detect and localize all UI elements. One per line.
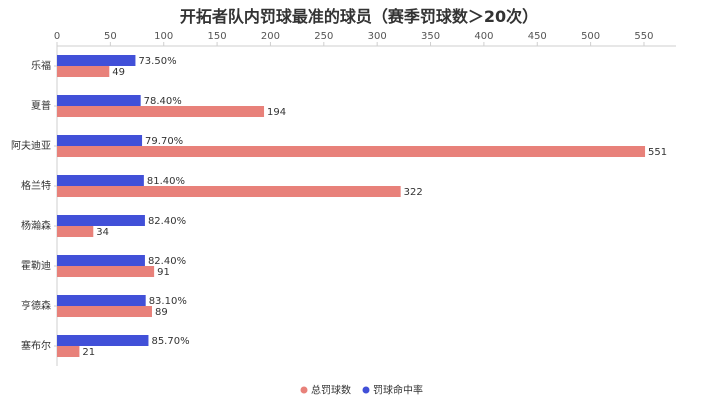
- bar-free-throw-pct: [57, 295, 146, 306]
- category-label: 塞布尔: [21, 339, 51, 352]
- bar-total-free-throws: [57, 226, 94, 237]
- x-tick-label: 50: [104, 31, 117, 42]
- x-tick-label: 550: [634, 31, 653, 42]
- legend-label: 罚球命中率: [373, 384, 423, 397]
- bar-total-free-throws: [57, 266, 155, 277]
- chart-title: 开拓者队内罚球最准的球员（赛季罚球数＞20次）: [180, 7, 538, 26]
- data-label-total-free-throws: 34: [96, 227, 109, 238]
- bar-total-free-throws: [57, 186, 401, 197]
- data-label-total-free-throws: 21: [82, 347, 95, 358]
- data-label-free-throw-pct: 81.40%: [147, 176, 185, 187]
- legend-marker-icon: [362, 386, 370, 394]
- legend-item[interactable]: 总罚球数: [300, 384, 352, 397]
- x-tick-label: 150: [208, 31, 227, 42]
- legend[interactable]: 总罚球数 罚球命中率: [300, 384, 424, 397]
- legend-item[interactable]: 罚球命中率: [362, 384, 424, 397]
- category-label: 杨瀚森: [21, 219, 51, 232]
- data-label-free-throw-pct: 79.70%: [145, 136, 183, 147]
- category-label: 霍勒迪: [21, 259, 51, 272]
- bar-total-free-throws: [57, 66, 110, 77]
- data-label-total-free-throws: 49: [112, 67, 125, 78]
- bar-free-throw-pct: [57, 95, 141, 106]
- axes: 0 50 100 150 200 250 300 350 400 450 500 550 乐福夏普阿夫迪…: [11, 31, 676, 366]
- category-label: 亨德森: [21, 299, 51, 312]
- bars: 73.50% 49 78.40% 194 79.70% 551 81.40% 322 82.40…: [57, 55, 667, 358]
- data-label-free-throw-pct: 78.40%: [144, 96, 182, 107]
- x-tick-label: 0: [54, 31, 60, 42]
- bar-free-throw-pct: [57, 255, 145, 266]
- bar-free-throw-pct: [57, 215, 145, 226]
- data-label-free-throw-pct: 82.40%: [148, 256, 186, 267]
- bar-free-throw-pct: [57, 55, 136, 66]
- x-tick-label: 300: [368, 31, 387, 42]
- category-label: 乐福: [31, 59, 51, 72]
- x-tick-label: 200: [261, 31, 280, 42]
- data-label-free-throw-pct: 85.70%: [151, 336, 189, 347]
- data-label-total-free-throws: 551: [648, 147, 667, 158]
- data-label-total-free-throws: 89: [155, 307, 168, 318]
- x-tick-label: 100: [154, 31, 173, 42]
- category-label: 夏普: [31, 99, 51, 112]
- x-tick-label: 250: [314, 31, 333, 42]
- bar-total-free-throws: [57, 106, 265, 117]
- data-label-total-free-throws: 91: [157, 267, 170, 278]
- data-label-total-free-throws: 194: [267, 107, 286, 118]
- bar-total-free-throws: [57, 346, 80, 357]
- legend-label: 总罚球数: [311, 384, 351, 397]
- bar-free-throw-pct: [57, 335, 149, 346]
- x-tick-label: 350: [421, 31, 440, 42]
- bar-free-throw-pct: [57, 175, 144, 186]
- legend-marker-icon: [300, 386, 308, 394]
- data-label-free-throw-pct: 83.10%: [149, 296, 187, 307]
- data-label-free-throw-pct: 82.40%: [148, 216, 186, 227]
- bar-total-free-throws: [57, 306, 152, 317]
- data-label-total-free-throws: 322: [404, 187, 423, 198]
- bar-total-free-throws: [57, 146, 646, 157]
- category-label: 阿夫迪亚: [11, 140, 51, 152]
- data-label-free-throw-pct: 73.50%: [138, 56, 176, 67]
- x-tick-label: 450: [528, 31, 547, 42]
- category-label: 格兰特: [21, 179, 51, 192]
- x-tick-label: 500: [581, 31, 600, 42]
- x-tick-label: 400: [474, 31, 493, 42]
- bar-free-throw-pct: [57, 135, 143, 146]
